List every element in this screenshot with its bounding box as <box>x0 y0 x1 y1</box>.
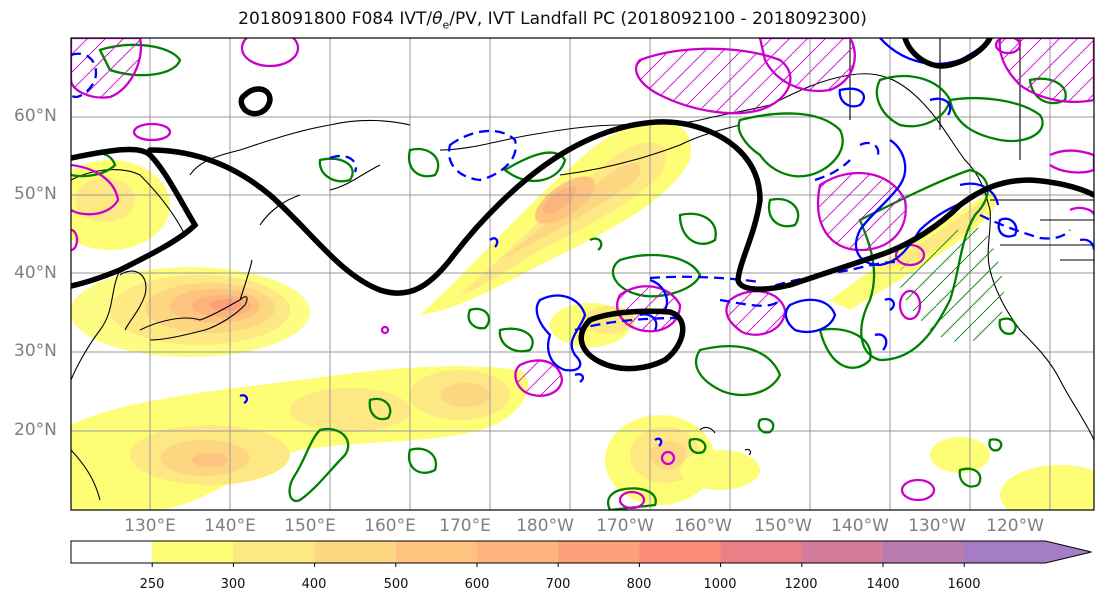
lat-label: 50°N <box>14 184 57 204</box>
graticule <box>71 38 1094 510</box>
theta-e-hatch <box>899 227 1005 343</box>
colorbar-swatch <box>558 541 640 563</box>
pv-contours <box>239 38 1094 447</box>
lon-label: 140°W <box>831 516 889 536</box>
colorbar-tick-label: 1400 <box>866 577 900 592</box>
coastlines <box>71 38 1094 501</box>
lon-label: 160°W <box>674 516 732 536</box>
map-frame <box>70 37 1095 511</box>
colorbar-swatch <box>477 541 559 563</box>
colorbar-outline <box>70 540 1092 564</box>
colorbar <box>70 540 1092 567</box>
colorbar-swatch <box>233 541 316 563</box>
colorbar-tick-label: 1200 <box>784 577 818 592</box>
colorbar-swatch <box>801 541 884 563</box>
colorbar-tick-label: 400 <box>301 577 327 592</box>
colorbar-tick-label: 700 <box>545 577 571 592</box>
lat-label: 20°N <box>14 420 57 440</box>
colorbar-tick-label: 1600 <box>947 577 981 592</box>
lon-label: 170°W <box>596 516 654 536</box>
lon-label: 120°W <box>986 516 1044 536</box>
ivt-fill <box>71 121 1094 510</box>
colorbar-swatch <box>964 541 1092 563</box>
colorbar-swatch <box>395 541 478 563</box>
colorbar-tick-label: 300 <box>220 577 246 592</box>
colorbar-swatch <box>314 541 397 563</box>
colorbar-swatch <box>639 541 722 563</box>
colorbar-swatch <box>71 541 153 563</box>
lon-label: 180°W <box>516 516 574 536</box>
magenta-hatch <box>71 38 1094 397</box>
colorbar-tick-label: 250 <box>139 577 165 592</box>
lon-label: 140°E <box>204 516 256 536</box>
lon-label: 130°E <box>124 516 176 536</box>
lat-label: 60°N <box>14 106 57 126</box>
map-field <box>71 38 1094 510</box>
lon-label: 150°W <box>754 516 812 536</box>
lon-label: 130°W <box>908 516 966 536</box>
colorbar-tick-label: 500 <box>383 577 409 592</box>
lon-label: 160°E <box>364 516 416 536</box>
colorbar-swatch <box>152 541 234 563</box>
lon-label: 170°E <box>439 516 491 536</box>
colorbar-tick-label: 800 <box>626 577 652 592</box>
colorbar-tick-label: 600 <box>464 577 490 592</box>
colorbar-swatch <box>720 541 803 563</box>
colorbar-swatch <box>883 541 965 563</box>
colorbar-tick-label: 1000 <box>703 577 737 592</box>
ivt-pc-contours <box>71 38 1094 372</box>
map-title: 2018091800 F084 IVT/θe/PV, IVT Landfall … <box>238 9 867 32</box>
pv-negative-contours <box>71 52 1071 332</box>
lat-label: 40°N <box>14 263 57 283</box>
lat-label: 30°N <box>14 341 57 361</box>
lon-label: 150°E <box>284 516 336 536</box>
